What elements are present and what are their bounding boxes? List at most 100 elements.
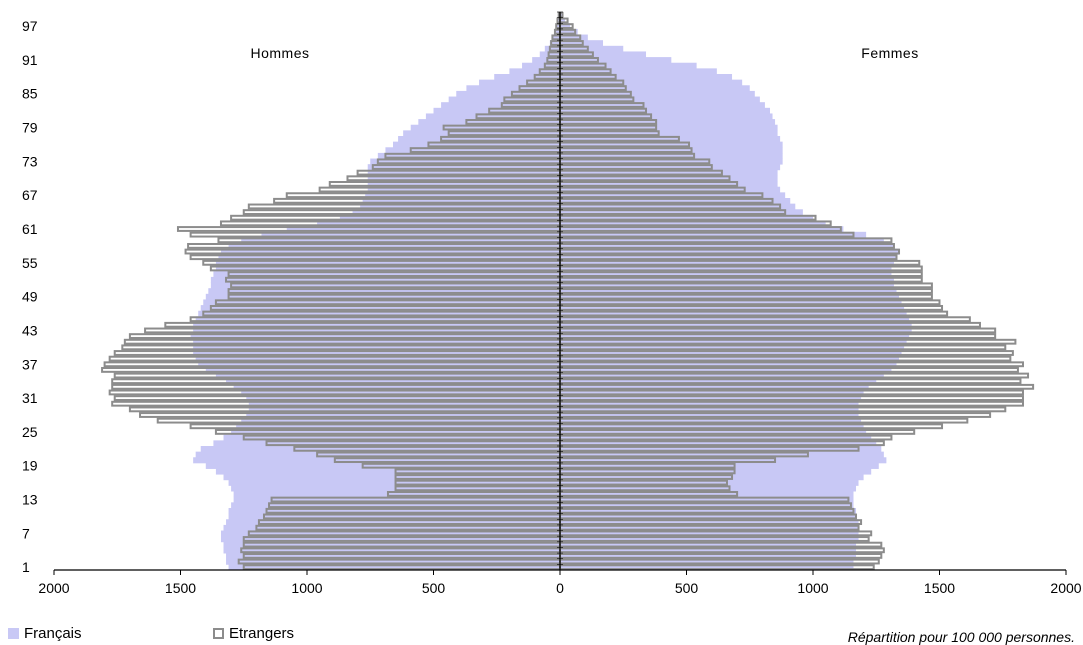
bar-francais-hommes [367, 169, 560, 176]
bar-francais-femmes [560, 513, 857, 520]
x-tick-label: 1000 [291, 580, 322, 596]
bar-francais-femmes [560, 214, 813, 221]
y-tick-label: 55 [22, 255, 38, 271]
bar-francais-hommes [456, 90, 560, 97]
bar-francais-femmes [560, 333, 910, 340]
bar-francais-femmes [560, 316, 910, 323]
y-tick-label: 43 [22, 322, 38, 338]
bar-francais-femmes [560, 102, 765, 109]
bar-francais-hommes [233, 491, 560, 498]
bar-francais-hommes [226, 378, 561, 385]
y-tick-label: 73 [22, 153, 38, 169]
bar-francais-hommes [205, 293, 561, 300]
axes: 1 7 13 19 25 31 37 43 49 55 61 67 73 79 85 91 97 2000 1500… [22, 11, 1082, 596]
bar-francais-femmes [560, 51, 647, 58]
legend-item-francais: Français [8, 625, 82, 642]
bar-francais-hommes [223, 541, 560, 548]
bar-francais-femmes [560, 355, 900, 362]
bar-francais-hommes [228, 564, 560, 571]
legend-label-etrangers: Etrangers [229, 625, 295, 642]
bar-francais-hommes [418, 119, 560, 126]
bar-francais-hommes [215, 372, 561, 379]
bar-francais-femmes [560, 384, 869, 391]
bar-francais-femmes [560, 260, 894, 267]
x-tick-label: 2000 [1050, 580, 1081, 596]
bar-francais-hommes [393, 141, 560, 148]
bar-francais-femmes [560, 468, 872, 475]
bar-francais-hommes [223, 524, 560, 531]
bar-francais-hommes [246, 412, 560, 419]
bar-francais-hommes [226, 519, 561, 526]
bar-francais-hommes [213, 440, 560, 447]
bar-francais-femmes [560, 451, 884, 458]
bar-francais-hommes [231, 429, 560, 436]
bar-francais-femmes [560, 23, 571, 30]
bar-francais-femmes [560, 124, 778, 131]
bar-francais-femmes [560, 496, 854, 503]
bar-francais-femmes [560, 400, 859, 407]
bar-francais-hommes [223, 474, 560, 481]
bar-francais-hommes [246, 395, 560, 402]
bar-francais-femmes [560, 237, 884, 244]
bar-francais-femmes [560, 502, 854, 509]
bar-francais-hommes [377, 152, 560, 159]
y-tick-label: 13 [22, 492, 38, 508]
bar-francais-hommes [362, 198, 560, 205]
bar-francais-femmes [560, 479, 859, 486]
bar-francais-femmes [560, 474, 864, 481]
series-francais [190, 12, 912, 571]
bar-francais-femmes [560, 152, 783, 159]
bar-francais-hommes [223, 547, 560, 554]
bar-francais-femmes [560, 322, 912, 329]
y-tick-label: 31 [22, 390, 38, 406]
bar-francais-hommes [226, 553, 561, 560]
bar-francais-femmes [560, 350, 902, 357]
bar-francais-hommes [248, 400, 560, 407]
side-label-hommes: Hommes [250, 45, 309, 61]
bar-francais-hommes [433, 107, 560, 114]
bar-francais-femmes [560, 508, 857, 515]
bar-francais-femmes [560, 90, 755, 97]
bar-francais-femmes [560, 530, 859, 537]
bar-francais-femmes [560, 344, 905, 351]
bar-francais-femmes [560, 130, 778, 137]
bar-francais-hommes [210, 276, 561, 283]
bar-francais-hommes [220, 536, 561, 543]
bar-francais-femmes [560, 485, 857, 492]
bar-francais-femmes [560, 372, 884, 379]
side-label-femmes: Femmes [861, 45, 918, 61]
bar-francais-femmes [560, 265, 892, 272]
y-tick-label: 97 [22, 18, 38, 34]
bar-francais-hommes [193, 344, 560, 351]
bar-francais-hommes [198, 310, 560, 317]
bar-francais-hommes [556, 23, 560, 30]
bar-francais-hommes [193, 350, 560, 357]
bar-francais-hommes [403, 130, 560, 137]
bar-francais-hommes [410, 124, 560, 131]
bar-francais-femmes [560, 519, 859, 526]
bar-francais-femmes [560, 395, 862, 402]
y-tick-label: 79 [22, 120, 38, 136]
bar-francais-hommes [509, 68, 560, 75]
bar-francais-hommes [370, 158, 560, 165]
bar-francais-femmes [560, 147, 783, 154]
bar-francais-femmes [560, 169, 778, 176]
bar-francais-femmes [560, 338, 907, 345]
bar-francais-hommes [241, 237, 560, 244]
bar-francais-hommes [215, 260, 561, 267]
bar-francais-hommes [200, 305, 561, 312]
bar-francais-hommes [220, 248, 561, 255]
bar-francais-hommes [193, 457, 560, 464]
y-tick-label: 91 [22, 52, 38, 68]
bar-francais-hommes [552, 34, 560, 41]
bar-francais-femmes [560, 45, 624, 52]
bar-francais-hommes [195, 355, 560, 362]
bar-francais-hommes [367, 181, 560, 188]
bar-francais-hommes [228, 243, 560, 250]
bar-francais-hommes [261, 231, 560, 238]
bar-francais-femmes [560, 282, 894, 289]
bar-francais-hommes [203, 299, 560, 306]
bar-francais-femmes [560, 96, 760, 103]
bar-francais-femmes [560, 209, 803, 216]
bar-francais-femmes [560, 248, 900, 255]
